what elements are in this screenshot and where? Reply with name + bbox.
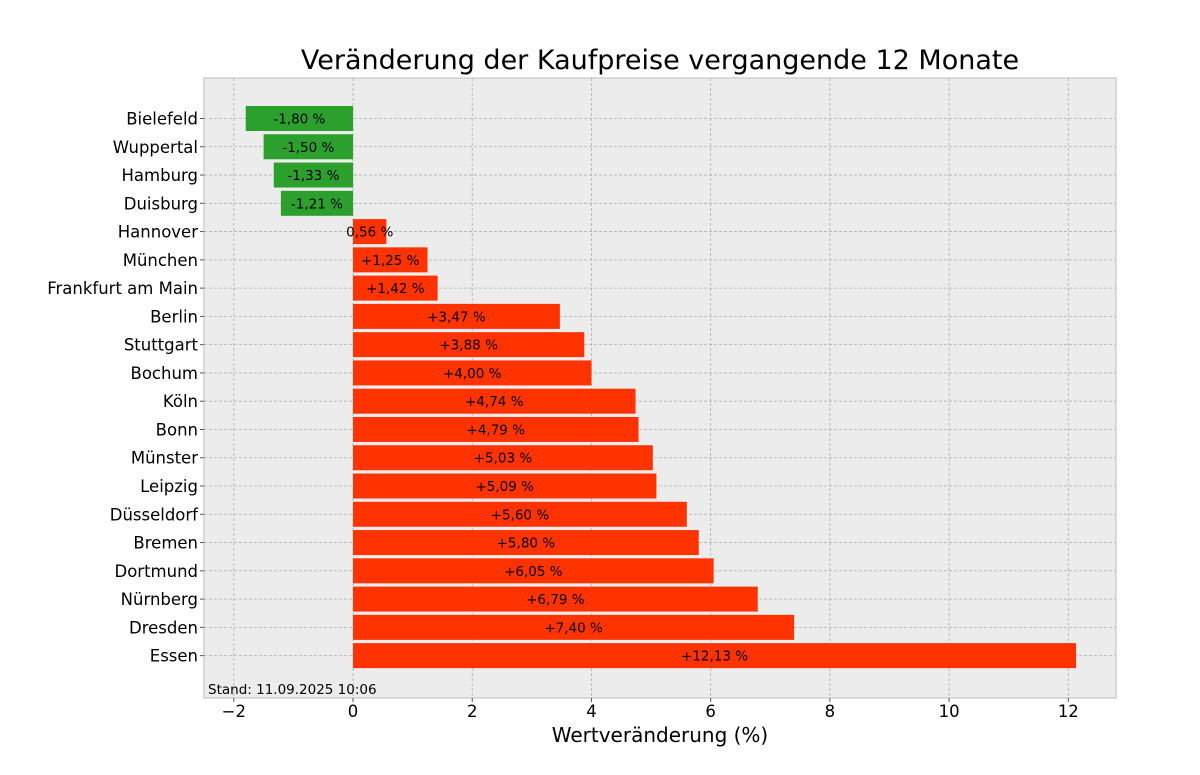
y-tick-label: Leipzig (140, 477, 198, 496)
chart-title: Veränderung der Kaufpreise vergangende 1… (301, 45, 1019, 76)
bar-leipzig (353, 473, 657, 499)
x-axis-label: Wertveränderung (%) (552, 723, 769, 747)
bar-value-label: +4,79 % (467, 422, 526, 438)
bar-value-label: +5,09 % (475, 479, 534, 495)
y-tick-label: Dortmund (114, 562, 198, 581)
x-tick-label: 12 (1058, 702, 1079, 721)
bar-frankfurt-am-main (353, 275, 438, 301)
x-tick-label: −2 (222, 702, 246, 721)
bar-hamburg (273, 162, 354, 188)
bar-value-label: 0,56 % (346, 225, 393, 241)
bar-value-label: -1,33 % (287, 168, 339, 184)
bar-value-label: +12,13 % (681, 649, 748, 665)
y-tick-label: Bonn (156, 420, 198, 439)
bar-nürnberg (353, 586, 758, 612)
y-tick-label: Bremen (133, 534, 198, 553)
x-tick-label: 0 (348, 702, 359, 721)
bar-value-label: +4,00 % (443, 366, 502, 382)
bar-value-label: +3,47 % (427, 309, 486, 325)
bar-dresden (353, 614, 795, 640)
bar-value-label: +6,79 % (526, 592, 585, 608)
bar-münster (353, 445, 653, 471)
bar-bonn (353, 416, 639, 442)
bar-value-label: -1,21 % (291, 196, 343, 212)
bar-value-label: -1,50 % (282, 140, 334, 156)
y-tick-label: Bochum (131, 364, 198, 383)
y-tick-label: Münster (131, 449, 198, 468)
x-tick-label: 8 (825, 702, 836, 721)
bar-köln (353, 388, 636, 414)
y-tick-label: Duisburg (124, 194, 198, 213)
bar-bielefeld (245, 106, 354, 131)
bar-stuttgart (353, 332, 585, 358)
bar-berlin (353, 303, 560, 329)
y-tick-label: Köln (163, 392, 198, 411)
y-tick-label: Düsseldorf (110, 505, 199, 524)
y-tick-label: Stuttgart (124, 336, 199, 355)
bar-value-label: +6,05 % (504, 564, 563, 580)
y-tick-label: Berlin (150, 307, 198, 326)
x-tick-label: 6 (705, 702, 716, 721)
x-tick-label: 2 (467, 702, 478, 721)
bar-wuppertal (263, 134, 354, 160)
y-tick-label: Dresden (129, 618, 198, 637)
x-tick-label: 4 (586, 702, 597, 721)
bar-labels: -1,80 % -1,50 % -1,33 % -1,21 %0,56 % +1,25 … (273, 112, 748, 665)
bar-münchen (353, 247, 428, 273)
bar-essen (353, 643, 1077, 669)
bar-value-label: +5,60 % (491, 507, 550, 523)
y-tick-label: Hamburg (122, 166, 199, 185)
bar-dortmund (353, 558, 714, 584)
bar-duisburg (280, 190, 354, 216)
y-tick-label: Wuppertal (113, 138, 198, 157)
bar-value-label: +7,40 % (544, 620, 603, 636)
y-tick-label: Essen (150, 647, 198, 666)
timestamp-note: Stand: 11.09.2025 10:06 (208, 682, 377, 698)
bar-bochum (353, 360, 592, 386)
y-tick-label: München (123, 251, 198, 270)
bar-bremen (353, 530, 699, 556)
plot-frame (203, 77, 1117, 699)
bar-düsseldorf (353, 501, 687, 527)
y-tick-label: Nürnberg (121, 590, 198, 609)
y-tick-labels: Bielefeld Wuppertal Hamburg Duisburg Hannove… (47, 110, 204, 666)
y-tick-label: Bielefeld (126, 110, 198, 129)
bar-value-label: +1,25 % (361, 253, 420, 269)
bar-value-label: -1,80 % (273, 112, 325, 128)
bar-value-label: +5,80 % (497, 536, 556, 552)
bar-value-label: +3,88 % (439, 338, 498, 354)
bar-value-label: +5,03 % (474, 451, 533, 467)
bar-hannover (353, 219, 387, 245)
x-tick-label: 10 (939, 702, 960, 721)
bar-value-label: +1,42 % (366, 281, 425, 297)
bars (245, 106, 1077, 669)
y-tick-label: Frankfurt am Main (47, 279, 198, 298)
bar-value-label: +4,74 % (465, 394, 524, 410)
x-tick-labels: −2 0 2 4 6 8 10 12 (222, 698, 1079, 721)
y-tick-label: Hannover (118, 223, 198, 242)
